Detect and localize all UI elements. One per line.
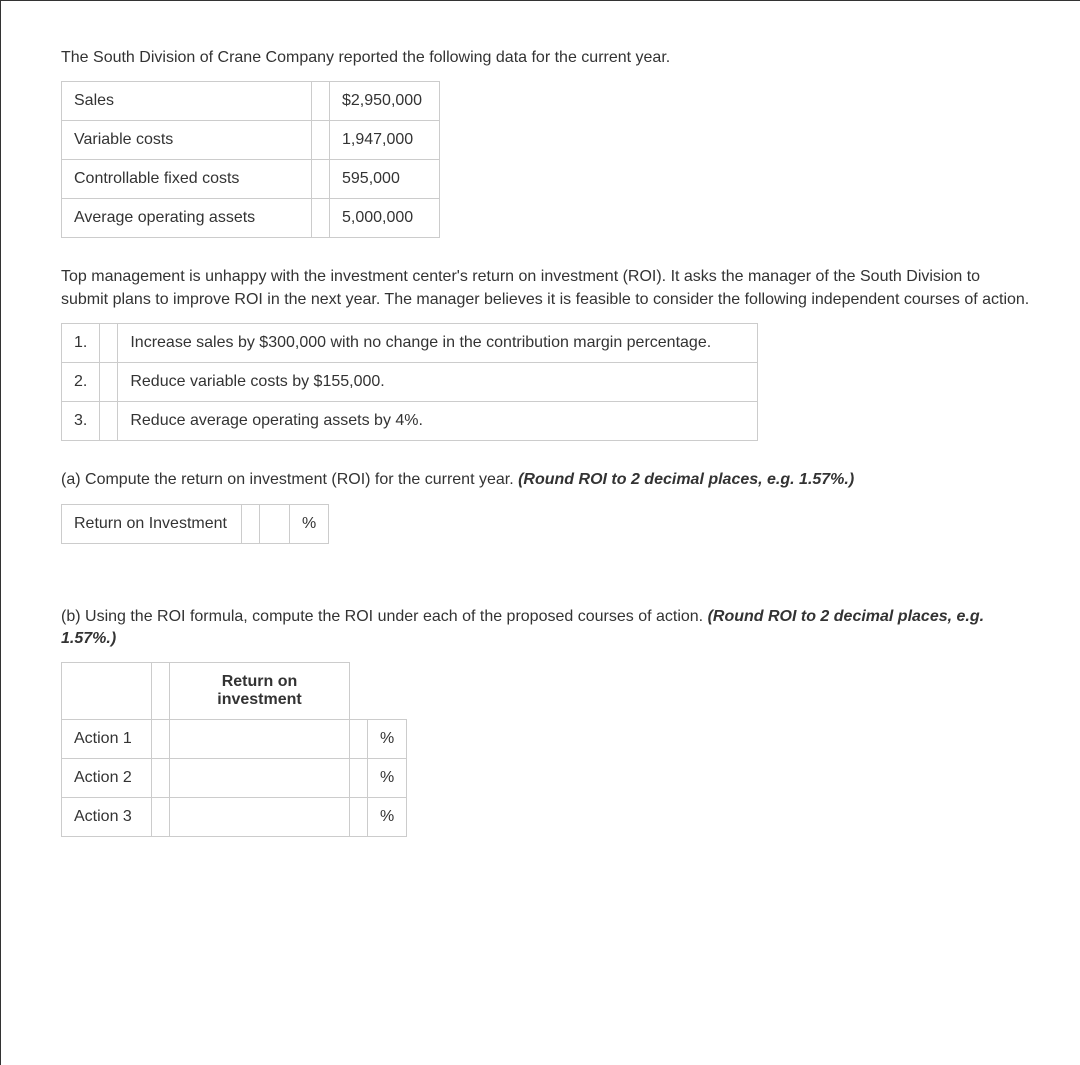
spacer	[312, 121, 330, 160]
table-row: 1. Increase sales by $300,000 with no cha…	[62, 324, 758, 363]
courses-of-action-table: 1. Increase sales by $300,000 with no cha…	[61, 323, 758, 441]
spacer	[152, 720, 170, 759]
spacer	[312, 199, 330, 238]
financial-value: 5,000,000	[330, 199, 440, 238]
spacer	[350, 759, 368, 798]
roi-action-input[interactable]	[170, 798, 350, 837]
spacer	[100, 324, 118, 363]
financial-label: Sales	[62, 82, 312, 121]
roi-current-table: Return on Investment %	[61, 504, 329, 544]
table-row: Action 1%	[62, 720, 407, 759]
table-row: Variable costs 1,947,000	[62, 121, 440, 160]
table-row: 3. Reduce average operating assets by 4%.	[62, 402, 758, 441]
action-number: 3.	[62, 402, 100, 441]
part-a-hint: (Round ROI to 2 decimal places, e.g. 1.5…	[518, 471, 854, 488]
roi-action-label: Action 1	[62, 720, 152, 759]
roi-actions-header-row: Return on investment	[62, 663, 407, 720]
financial-table-body: Sales$2,950,000Variable costs1,947,000Co…	[62, 82, 440, 238]
roi-action-input[interactable]	[170, 759, 350, 798]
action-description: Increase sales by $300,000 with no chang…	[118, 324, 758, 363]
actions-table-body: 1. Increase sales by $300,000 with no cha…	[62, 324, 758, 441]
roi-actions-header-spacer	[62, 663, 152, 720]
table-row: Sales $2,950,000	[62, 82, 440, 121]
spacer	[152, 759, 170, 798]
spacer	[100, 402, 118, 441]
intro-paragraph-1: The South Division of Crane Company repo…	[61, 47, 1030, 69]
part-a-text: Compute the return on investment (ROI) f…	[81, 471, 519, 488]
financial-label: Average operating assets	[62, 199, 312, 238]
roi-current-input[interactable]	[260, 504, 290, 543]
financial-label: Controllable fixed costs	[62, 160, 312, 199]
roi-actions-table: Return on investment Action 1%Action 2%A…	[61, 662, 407, 837]
table-row: Controllable fixed costs 595,000	[62, 160, 440, 199]
spacer	[312, 82, 330, 121]
intro-paragraph-2: Top management is unhappy with the inves…	[61, 266, 1030, 311]
financial-label: Variable costs	[62, 121, 312, 160]
roi-action-unit: %	[368, 759, 407, 798]
part-b-prefix: (b)	[61, 608, 81, 625]
roi-current-label: Return on Investment	[62, 504, 242, 543]
spacer	[242, 504, 260, 543]
action-description: Reduce variable costs by $155,000.	[118, 363, 758, 402]
spacer	[152, 798, 170, 837]
part-b-text: Using the ROI formula, compute the ROI u…	[81, 608, 708, 625]
roi-current-row: Return on Investment %	[62, 504, 329, 543]
table-row: 2. Reduce variable costs by $155,000.	[62, 363, 758, 402]
financial-data-table: Sales$2,950,000Variable costs1,947,000Co…	[61, 81, 440, 238]
financial-value: 1,947,000	[330, 121, 440, 160]
part-a-question: (a) Compute the return on investment (RO…	[61, 469, 1030, 491]
financial-value: $2,950,000	[330, 82, 440, 121]
roi-action-input[interactable]	[170, 720, 350, 759]
roi-action-label: Action 3	[62, 798, 152, 837]
spacer	[100, 363, 118, 402]
roi-action-label: Action 2	[62, 759, 152, 798]
action-description: Reduce average operating assets by 4%.	[118, 402, 758, 441]
roi-action-unit: %	[368, 798, 407, 837]
part-a-prefix: (a)	[61, 471, 81, 488]
spacer	[152, 663, 170, 720]
table-row: Action 2%	[62, 759, 407, 798]
table-row: Action 3%	[62, 798, 407, 837]
page-frame: The South Division of Crane Company repo…	[0, 0, 1080, 1065]
spacer	[350, 798, 368, 837]
spacer	[312, 160, 330, 199]
roi-actions-header: Return on investment	[170, 663, 350, 720]
roi-current-unit: %	[290, 504, 329, 543]
action-number: 2.	[62, 363, 100, 402]
financial-value: 595,000	[330, 160, 440, 199]
part-b-question: (b) Using the ROI formula, compute the R…	[61, 606, 1030, 651]
action-number: 1.	[62, 324, 100, 363]
table-row: Average operating assets 5,000,000	[62, 199, 440, 238]
roi-action-unit: %	[368, 720, 407, 759]
spacer	[350, 720, 368, 759]
